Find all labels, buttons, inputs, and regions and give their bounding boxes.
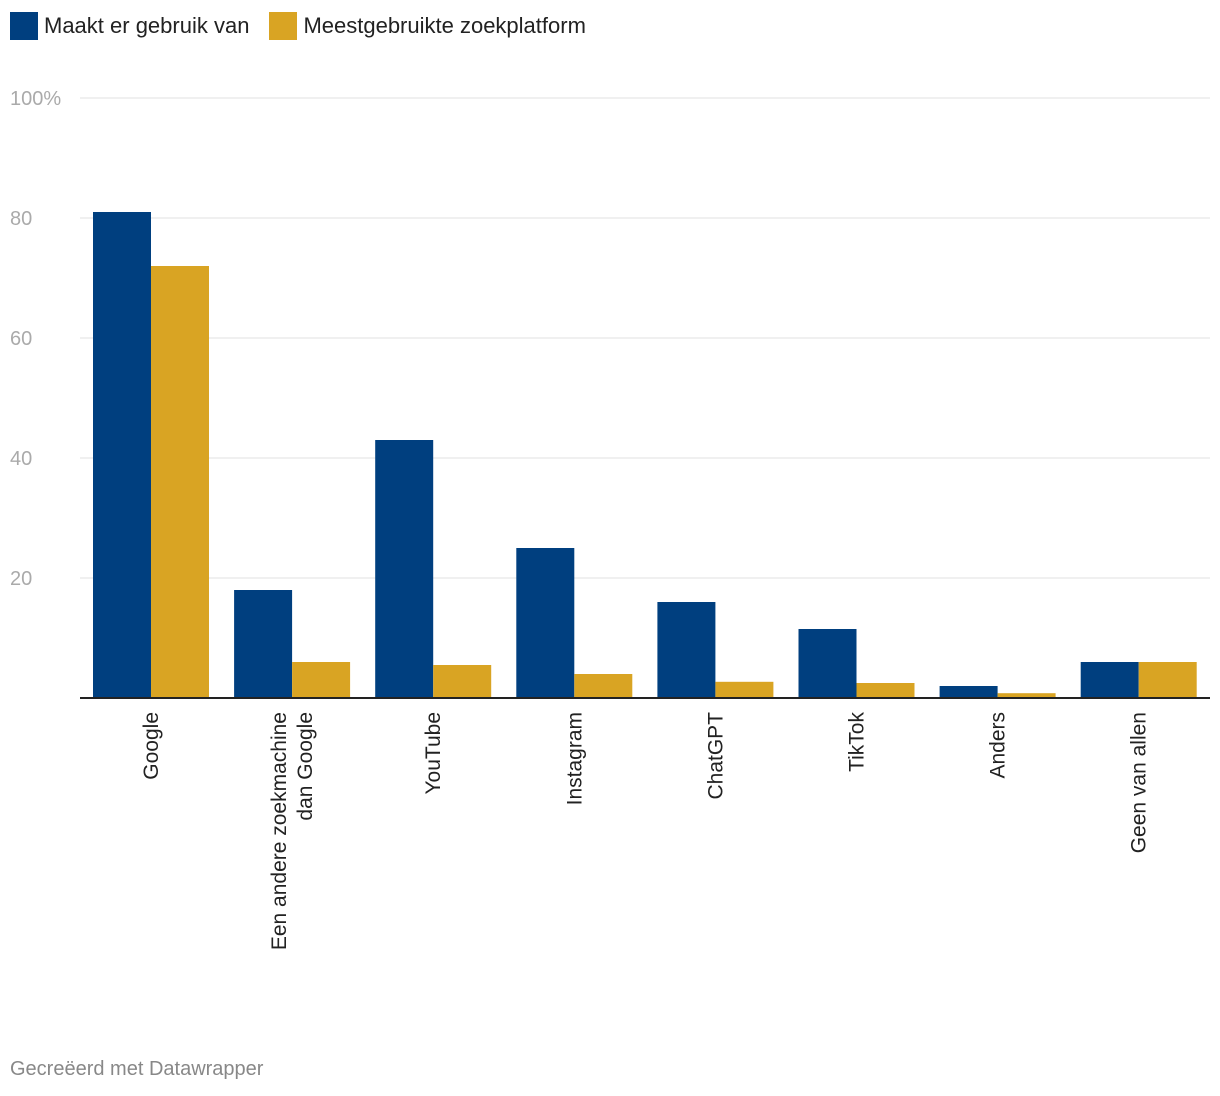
x-tick-label: Instagram [563, 712, 586, 805]
footer-credit: Gecreëerd met Datawrapper [10, 1058, 264, 1080]
legend-swatch [10, 12, 38, 40]
bar-usage [93, 212, 151, 698]
x-tick-label: YouTube [422, 712, 445, 795]
y-tick-label: 20 [10, 568, 32, 590]
bar-usage [1080, 662, 1139, 698]
bar-most-used [1138, 662, 1197, 698]
legend-label: Maakt er gebruik van [44, 13, 250, 38]
bar-usage [798, 629, 857, 698]
bar-most-used [433, 665, 492, 698]
bar-usage [234, 590, 293, 698]
x-tick-label: Google [140, 712, 163, 780]
bar-most-used [292, 662, 351, 698]
x-tick-label: Een andere zoekmachine [268, 712, 291, 950]
y-tick-label: 40 [10, 448, 32, 470]
legend-label: Meestgebruikte zoekplatform [303, 13, 586, 38]
bar-most-used [574, 674, 633, 698]
bar-usage [375, 440, 434, 698]
bar-most-used [715, 681, 774, 698]
y-tick-label: 100% [10, 88, 61, 110]
bar-usage [657, 602, 716, 698]
legend-item-most-used: Meestgebruikte zoekplatform [269, 12, 586, 40]
y-tick-label: 80 [10, 208, 32, 230]
y-tick-label: 60 [10, 328, 32, 350]
bar-usage [939, 686, 998, 698]
x-tick-label: dan Google [294, 712, 317, 821]
legend-item-usage: Maakt er gebruik van [10, 12, 249, 40]
x-tick-label: TikTok [846, 712, 869, 772]
bar-most-used [856, 683, 915, 698]
legend-swatch [269, 12, 298, 40]
bar-usage [516, 548, 575, 698]
bar-most-used [151, 266, 209, 698]
x-tick-label: ChatGPT [704, 712, 727, 800]
x-tick-label: Geen van allen [1128, 712, 1151, 853]
legend: Maakt er gebruik van Meestgebruikte zoek… [10, 12, 586, 40]
x-tick-label: Anders [987, 712, 1010, 779]
bar-most-used [997, 693, 1056, 698]
